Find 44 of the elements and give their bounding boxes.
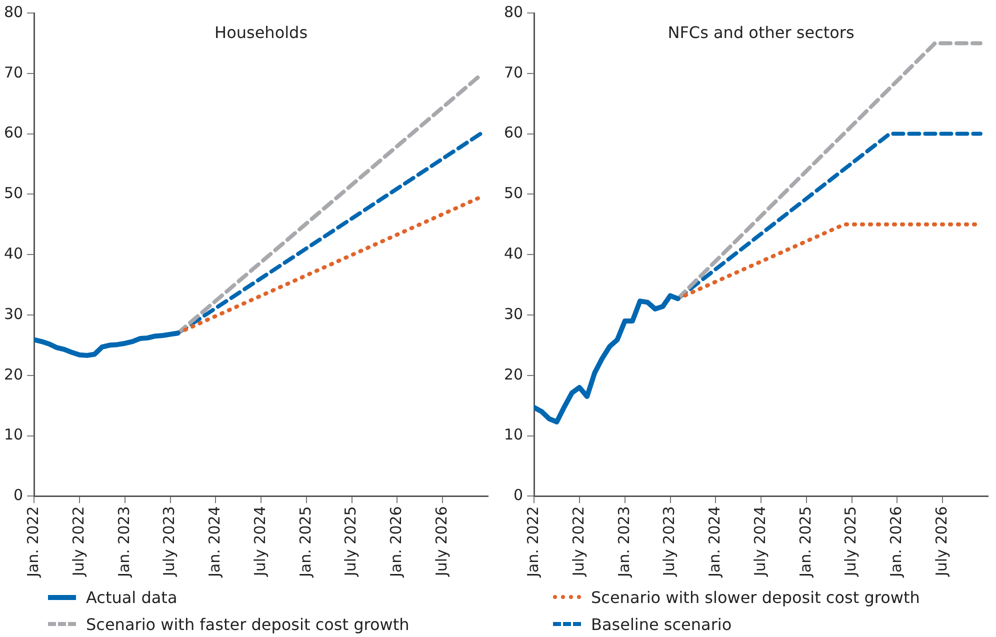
y-tick-label: 50 <box>504 184 524 202</box>
y-tick-label: 10 <box>4 426 24 444</box>
x-tick-label: July 2023 <box>160 506 178 578</box>
y-tick-label: 40 <box>4 244 24 262</box>
x-tick-label: July 2026 <box>932 506 950 578</box>
y-tick-label: 40 <box>504 244 524 262</box>
x-tick-label: Jan. 2022 <box>24 506 42 578</box>
x-tick-label: July 2025 <box>842 506 860 578</box>
x-tick-label: July 2022 <box>69 506 88 578</box>
y-tick-label: 30 <box>504 304 524 323</box>
y-tick-label: 50 <box>4 184 24 202</box>
y-tick-label: 20 <box>504 365 524 384</box>
x-tick-label: July 2026 <box>432 506 450 578</box>
x-tick-label: Jan. 2024 <box>706 506 724 578</box>
y-tick-label: 30 <box>4 304 24 323</box>
y-tick-label: 70 <box>4 63 24 82</box>
x-tick-label: July 2022 <box>569 506 588 578</box>
legend-label: Actual data <box>86 588 178 606</box>
y-tick-label: 60 <box>504 124 524 142</box>
x-tick-label: July 2023 <box>660 506 678 578</box>
text: Households <box>214 23 308 42</box>
y-tick-label: 80 <box>4 2 24 21</box>
x-tick-label: Jan. 2025 <box>796 506 814 578</box>
x-tick-label: Jan. 2025 <box>296 506 314 578</box>
y-tick-label: 0 <box>514 486 524 504</box>
x-tick-label: Jan. 2023 <box>614 506 633 578</box>
x-tick-label: July 2024 <box>250 506 269 578</box>
x-tick-label: Jan. 2026 <box>887 506 906 578</box>
text: NFCs and other sectors <box>668 23 854 42</box>
x-tick-label: Jan. 2024 <box>206 506 224 578</box>
x-tick-label: July 2025 <box>342 506 360 578</box>
legend-label: Baseline scenario <box>591 614 732 634</box>
y-tick-label: 60 <box>4 124 24 142</box>
x-tick-label: Jan. 2023 <box>114 506 133 578</box>
y-tick-label: 0 <box>14 486 24 504</box>
y-tick-label: 20 <box>4 365 24 384</box>
legend-label: Scenario with faster deposit cost growth <box>86 614 410 634</box>
y-tick-label: 70 <box>504 63 524 82</box>
x-tick-label: Jan. 2026 <box>387 506 406 578</box>
y-tick-label: 10 <box>504 426 524 444</box>
x-tick-label: Jan. 2022 <box>524 506 542 578</box>
x-tick-label: July 2024 <box>750 506 769 578</box>
y-tick-label: 80 <box>504 2 524 21</box>
legend-label: Scenario with slower deposit cost growth <box>591 588 920 606</box>
